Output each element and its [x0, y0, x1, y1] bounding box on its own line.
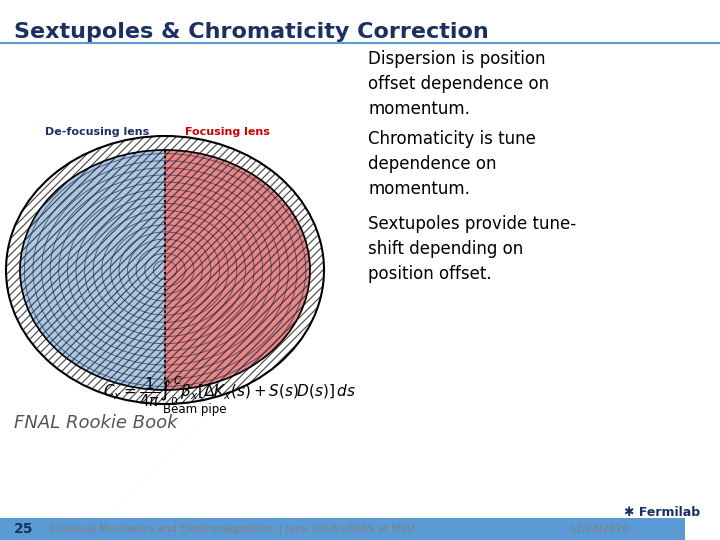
Text: 11/24/2020: 11/24/2020 — [570, 524, 630, 534]
Bar — [0, 518, 685, 540]
Text: Dispersion is position
offset dependence on
momentum.: Dispersion is position offset dependence… — [368, 50, 549, 118]
Polygon shape — [20, 150, 165, 390]
Text: Sextupoles provide tune-
shift depending on
position offset.: Sextupoles provide tune- shift depending… — [368, 215, 576, 283]
Ellipse shape — [20, 150, 310, 390]
Text: Sextupoles & Chromaticity Correction: Sextupoles & Chromaticity Correction — [14, 22, 489, 42]
Text: Chromaticity is tune
dependence on
momentum.: Chromaticity is tune dependence on momen… — [368, 130, 536, 198]
Text: Focusing lens: Focusing lens — [184, 127, 269, 137]
Text: Beam pipe: Beam pipe — [163, 403, 227, 416]
Text: De-focusing lens: De-focusing lens — [45, 127, 149, 137]
Text: ✱ Fermilab: ✱ Fermilab — [624, 505, 700, 518]
Text: 25: 25 — [14, 522, 34, 536]
Polygon shape — [165, 150, 310, 390]
Text: Classical Mechanics and Electromagnetism | June 2018 USPAS at MSU: Classical Mechanics and Electromagnetism… — [50, 524, 415, 534]
Text: $C_x = \dfrac{1}{4\pi} \int_0^C \beta_x [\Delta K_x(s) + S(s)D(s)]\,ds$: $C_x = \dfrac{1}{4\pi} \int_0^C \beta_x … — [104, 375, 356, 409]
Text: FNAL Rookie Book: FNAL Rookie Book — [14, 414, 178, 432]
